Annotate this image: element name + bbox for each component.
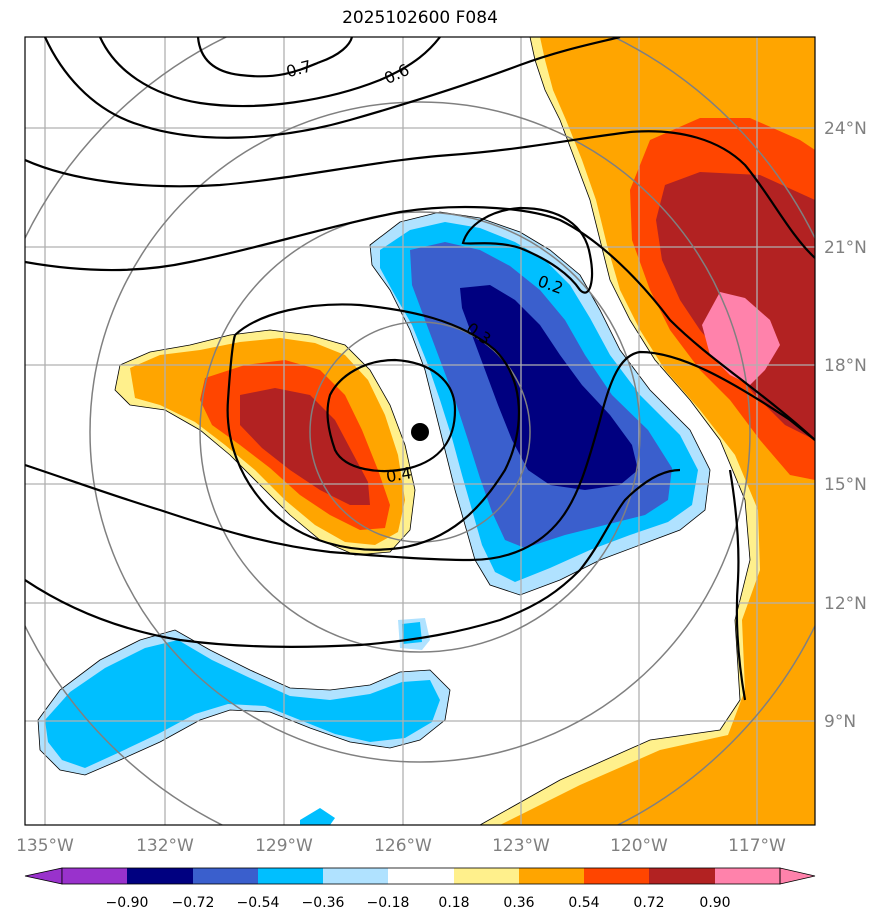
range-ring [199,211,641,653]
colorbar-bin [62,868,127,884]
colorbar-bin [454,868,519,884]
contour-0.4-south [25,350,815,562]
colorbar-tick-label: −0.36 [302,895,345,911]
contour-label: 0.6 [381,60,412,88]
colorbar-bin [519,868,584,884]
contour-0.5-south [25,468,681,648]
lat-tick-label: 15°N [824,475,867,495]
positive-band-east-pink [702,292,780,385]
contour-0.6 [43,37,621,139]
colorbar-bin [258,868,323,884]
positive-blob-west-darkred [240,388,370,505]
colorbar-tick-label: 0.36 [503,895,534,911]
contour-0.3 [226,303,520,551]
lat-tick-labels: 24°N 21°N 18°N 15°N 12°N 9°N [824,119,867,732]
lat-tick-label: 12°N [824,594,867,614]
negative-band-southwest-blue [45,640,440,768]
map-title: 2025102600 F084 [342,8,498,28]
colorbar-bin [388,868,454,884]
lat-tick-label: 18°N [824,356,867,376]
colorbar-bin [323,868,388,884]
colorbar-frame [61,867,781,885]
colorbar-tick-label: −0.72 [172,895,215,911]
negative-cell-bottom [300,808,335,825]
colorbar-tick-label: 0.72 [633,895,664,911]
lat-tick-label: 21°N [824,238,867,258]
lon-tick-label: 132°W [136,836,194,856]
lon-tick-label: 120°W [610,836,668,856]
contour-0.5 [25,130,815,259]
colorbar-bin [127,868,193,884]
colorbar-bin [715,868,780,884]
storm-center-marker [411,423,429,441]
range-ring [309,321,531,543]
lon-tick-label: 126°W [374,836,432,856]
colorbar-tick-label: −0.90 [106,895,149,911]
contour-0.4 [326,358,457,473]
colorbar-bin [193,868,258,884]
contour-lines [25,37,815,701]
contour-label: 0.7 [284,56,314,81]
colorbar-tick-label: 0.90 [699,895,730,911]
contour-0.4-north [25,205,815,441]
lat-tick-label: 9°N [824,712,856,732]
colorbar: −0.90 −0.72 −0.54 −0.36 −0.18 0.18 0.36 … [24,867,816,911]
lon-tick-label: 135°W [16,836,74,856]
shading-outline [37,37,751,825]
lon-tick-label: 123°W [492,836,550,856]
colorbar-extend-low [24,867,63,885]
colorbar-extend-high [779,867,816,885]
colorbar-tick-label: 0.54 [568,895,599,911]
lon-tick-label: 117°W [728,836,786,856]
colorbar-bin [649,868,715,884]
colorbar-bin [584,868,649,884]
negative-band-central-dark [460,285,638,490]
range-ring [89,101,751,763]
lat-tick-label: 24°N [824,119,867,139]
contour-0.2-cell [461,206,594,294]
map-frame [24,36,816,826]
lon-tick-labels: 135°W 132°W 129°W 126°W 123°W 120°W 117°… [16,836,786,856]
contour-0.7-inner [196,37,354,78]
colorbar-tick-label: −0.54 [237,895,280,911]
contour-label: 0.4 [385,463,413,486]
range-rings [25,37,815,825]
colorbar-tick-label: 0.18 [438,895,469,911]
contour-east [728,469,747,701]
contour-0.7 [98,37,441,108]
colorbar-tick-label: −0.18 [367,895,410,911]
lon-tick-label: 129°W [255,836,313,856]
gridlines [25,37,815,825]
